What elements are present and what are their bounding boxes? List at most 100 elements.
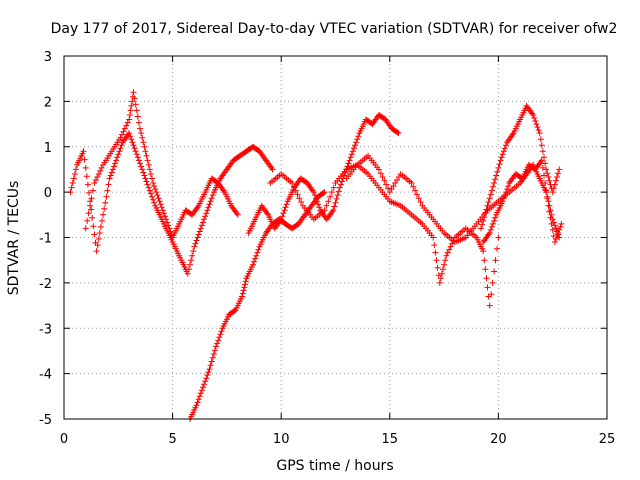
data-point-marker xyxy=(383,181,390,188)
data-point-marker xyxy=(280,210,287,217)
data-point-marker xyxy=(492,257,499,264)
data-point-marker xyxy=(292,187,299,194)
y-tick-label: 2 xyxy=(44,95,52,110)
data-point-marker xyxy=(190,248,197,255)
y-tick-label: -2 xyxy=(39,277,52,292)
data-point-marker xyxy=(530,112,537,118)
data-point-marker xyxy=(484,202,491,209)
data-point-marker xyxy=(253,252,260,259)
data-point-marker xyxy=(144,157,151,164)
data-point-marker xyxy=(505,183,512,190)
y-axis-label: SDTVAR / TECUs xyxy=(6,181,22,296)
data-point-marker xyxy=(480,217,487,224)
data-point-marker xyxy=(137,160,143,167)
data-point-marker xyxy=(332,199,339,206)
data-point-marker xyxy=(82,225,89,232)
data-point-marker xyxy=(500,148,507,155)
data-point-marker xyxy=(239,290,246,297)
y-tick-label: -5 xyxy=(39,413,52,428)
data-point-marker xyxy=(481,214,488,221)
data-point-marker xyxy=(111,163,117,170)
data-point-marker xyxy=(446,246,453,253)
data-point-marker xyxy=(251,258,257,265)
data-point-marker xyxy=(195,396,202,403)
data-point-marker xyxy=(197,225,204,232)
data-point-marker xyxy=(92,177,99,183)
data-point-marker xyxy=(486,302,493,309)
data-point-marker xyxy=(436,279,443,286)
data-point-marker xyxy=(202,378,209,385)
data-point-marker xyxy=(534,124,541,131)
data-point-marker xyxy=(69,180,76,186)
data-point-marker xyxy=(503,142,509,149)
data-point-marker xyxy=(155,195,162,202)
x-tick-label: 0 xyxy=(60,432,68,447)
data-point-marker xyxy=(139,166,146,173)
data-point-marker xyxy=(434,264,441,271)
data-point-marker xyxy=(310,189,317,196)
data-point-marker xyxy=(107,172,114,179)
data-point-marker xyxy=(140,169,147,176)
data-point-marker xyxy=(441,261,448,268)
data-point-marker xyxy=(321,207,328,214)
data-point-marker xyxy=(437,275,444,282)
data-point-marker xyxy=(296,195,303,202)
data-point-marker xyxy=(325,198,332,205)
data-point-marker xyxy=(320,189,327,196)
data-point-marker xyxy=(130,89,137,96)
data-point-marker xyxy=(203,210,210,217)
data-point-marker xyxy=(483,206,490,213)
data-point-marker xyxy=(120,128,127,135)
data-point-marker xyxy=(413,191,420,198)
data-point-marker xyxy=(379,174,386,180)
data-point-marker xyxy=(72,166,79,173)
data-point-marker xyxy=(542,180,549,186)
data-point-marker xyxy=(206,366,213,373)
data-point-marker xyxy=(213,343,219,350)
data-point-marker xyxy=(495,234,502,241)
data-point-marker xyxy=(330,184,337,191)
data-point-marker xyxy=(390,183,397,190)
data-point-marker xyxy=(159,207,166,214)
data-point-marker xyxy=(541,154,547,161)
data-point-marker xyxy=(200,384,206,391)
data-point-marker xyxy=(495,164,502,171)
data-point-marker xyxy=(278,216,285,223)
data-point-marker xyxy=(189,252,196,259)
data-point-marker xyxy=(252,255,259,262)
data-point-marker xyxy=(102,199,109,206)
data-point-marker xyxy=(241,284,248,291)
data-point-marker xyxy=(339,178,345,185)
data-point-marker xyxy=(355,133,362,140)
data-point-marker xyxy=(95,171,102,177)
data-point-marker xyxy=(162,213,168,220)
data-point-marker xyxy=(375,166,382,173)
x-tick-label: 15 xyxy=(382,432,399,447)
data-point-marker xyxy=(553,177,559,184)
data-point-marker xyxy=(131,95,138,102)
data-point-marker xyxy=(204,207,211,214)
data-point-marker xyxy=(209,192,216,199)
data-point-marker xyxy=(537,136,544,143)
data-point-marker xyxy=(149,193,155,200)
data-point-marker xyxy=(487,191,494,198)
data-point-marker xyxy=(146,187,153,194)
data-point-marker xyxy=(157,201,164,208)
data-point-marker xyxy=(140,139,147,146)
data-point-marker xyxy=(128,136,135,143)
data-point-marker xyxy=(556,166,563,173)
data-point-marker xyxy=(202,213,209,220)
data-point-marker xyxy=(146,166,153,173)
data-point-marker xyxy=(349,148,356,155)
data-point-marker xyxy=(118,131,125,138)
data-point-marker xyxy=(492,176,499,183)
data-point-marker xyxy=(346,157,353,164)
data-point-marker xyxy=(533,121,540,128)
data-point-marker xyxy=(163,216,170,223)
data-point-marker xyxy=(126,130,133,137)
data-point-marker xyxy=(142,148,149,155)
data-point-marker xyxy=(337,181,344,188)
data-point-marker xyxy=(486,230,493,236)
data-point-marker xyxy=(290,183,297,190)
data-point-marker xyxy=(352,142,358,149)
